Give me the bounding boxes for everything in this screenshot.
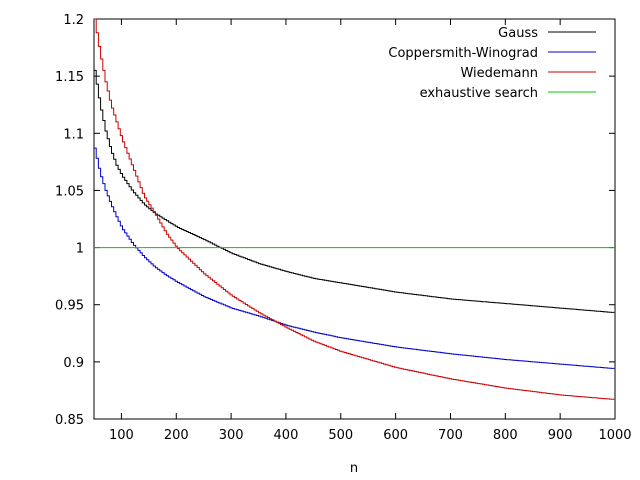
- y-tick-label: 1: [76, 242, 84, 257]
- x-tick-label: 300: [219, 428, 244, 443]
- x-tick-label: 200: [164, 428, 189, 443]
- y-tick-label: 1.05: [55, 184, 84, 199]
- x-axis-label: n: [350, 461, 358, 476]
- legend-label: Gauss: [498, 26, 538, 41]
- legend-label: exhaustive search: [420, 86, 538, 101]
- series-line-coppersmith-winograd: [94, 147, 615, 369]
- legend-label: Wiedemann: [460, 66, 538, 81]
- x-tick-label: 800: [493, 428, 518, 443]
- plot-frame: [93, 18, 616, 420]
- x-tick-label: 600: [383, 428, 408, 443]
- series-lines: [94, 18, 615, 400]
- x-tick-label: 700: [438, 428, 463, 443]
- x-tick-label: 1000: [598, 428, 631, 443]
- y-tick-label: 1.1: [63, 127, 84, 142]
- legend-label: Coppersmith-Winograd: [388, 46, 538, 61]
- legend: Gauss Coppersmith-Winograd Wiedemann exhaus…: [388, 26, 596, 101]
- series-line-gauss: [94, 69, 615, 313]
- y-tick-label: 0.9: [63, 356, 84, 371]
- y-tick-label: 1.2: [63, 13, 84, 28]
- x-tick-label: 500: [328, 428, 353, 443]
- tick-labels: 100 200 300 400 500 600 700 800 900 1000 0.85 0.9 0.…: [55, 13, 632, 443]
- x-tick-label: 100: [109, 428, 134, 443]
- y-tick-label: 0.95: [55, 299, 84, 314]
- y-tick-label: 1.15: [55, 70, 84, 85]
- y-tick-label: 0.85: [55, 413, 84, 428]
- x-tick-label: 400: [274, 428, 299, 443]
- series-line-wiedemann: [94, 18, 615, 400]
- x-tick-label: 900: [548, 428, 573, 443]
